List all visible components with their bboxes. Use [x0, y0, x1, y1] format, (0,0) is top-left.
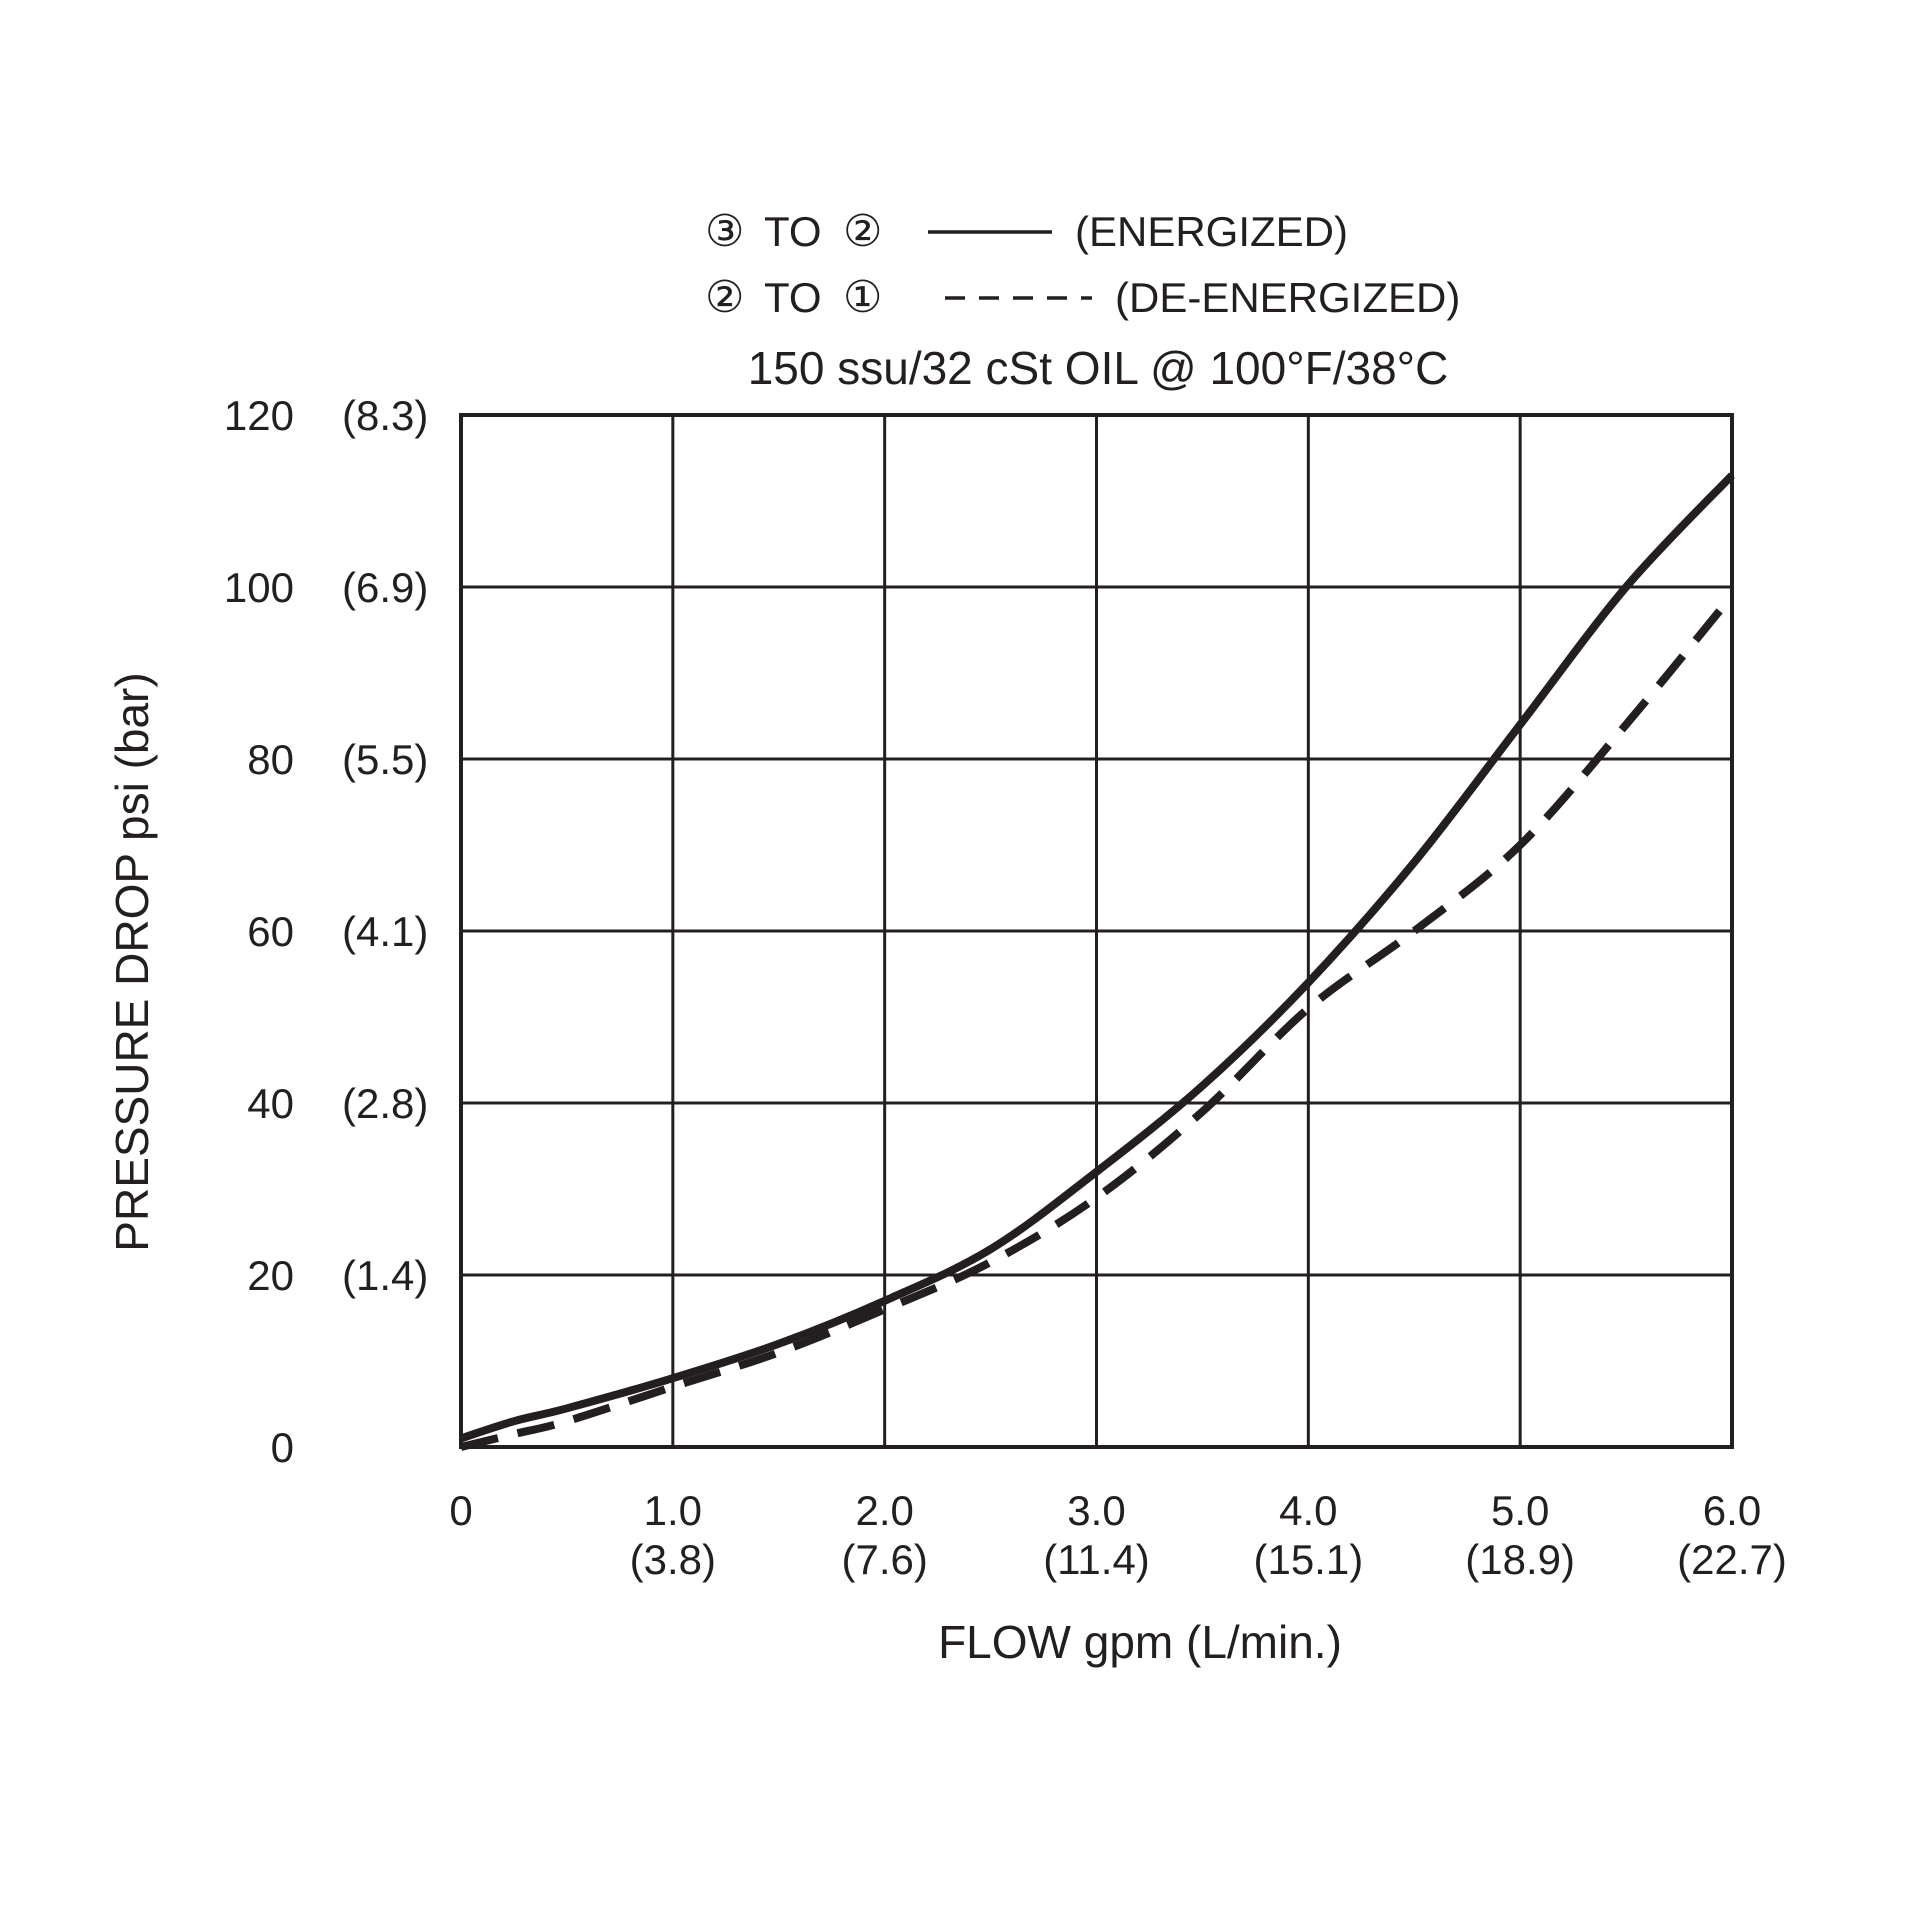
series-line-energized [459, 472, 1735, 1443]
x-tick-label: 3.0 [1067, 1487, 1125, 1534]
x-tick-label: 4.0 [1279, 1487, 1337, 1534]
x-tick-label: 1.0 [644, 1487, 702, 1534]
y-axis-title: PRESSURE DROP psi (bar) [106, 672, 158, 1251]
y-tick-sublabel: (1.4) [342, 1252, 428, 1299]
y-tick-sublabel: (6.9) [342, 564, 428, 611]
legend-energized-from: ③ [705, 207, 744, 256]
y-tick-sublabel: (2.8) [342, 1080, 428, 1127]
y-tick-label: 80 [247, 736, 294, 783]
x-tick-sublabel: (18.9) [1465, 1536, 1575, 1583]
legend-de-energized-to-word: TO [764, 274, 822, 321]
legend-de-energized-to: ① [843, 273, 882, 322]
series [459, 472, 1736, 1451]
legend-de-energized-label: (DE-ENERGIZED) [1115, 274, 1460, 321]
x-tick-label: 5.0 [1491, 1487, 1549, 1534]
y-tick-label: 20 [247, 1252, 294, 1299]
x-axis-ticks: 0 1.0(3.8) 2.0(7.6) 3.0(11.4) 4.0(15.1) 5.0(1… [449, 1487, 1787, 1583]
legend-entry-de-energized: ② TO ① (DE-ENERGIZED) [705, 273, 1460, 322]
y-tick-label: 120 [224, 392, 294, 439]
x-tick-sublabel: (15.1) [1253, 1536, 1363, 1583]
x-tick-label: 0 [449, 1487, 472, 1534]
y-tick-sublabel: (8.3) [342, 392, 428, 439]
x-tick-sublabel: (7.6) [841, 1536, 927, 1583]
legend: ③ TO ② (ENERGIZED) ② TO ① (DE-ENERGIZED) [705, 207, 1460, 322]
y-tick-label: 60 [247, 908, 294, 955]
grid [461, 415, 1732, 1447]
chart-subtitle: 150 ssu/32 cSt OIL @ 100°F/38°C [748, 342, 1449, 394]
legend-de-energized-from: ② [705, 273, 744, 322]
x-axis-title: FLOW gpm (L/min.) [938, 1616, 1342, 1668]
x-tick-label: 2.0 [855, 1487, 913, 1534]
y-tick-label: 40 [247, 1080, 294, 1127]
y-tick-sublabel: (4.1) [342, 908, 428, 955]
x-tick-sublabel: (22.7) [1677, 1536, 1787, 1583]
y-tick-label: 0 [271, 1424, 294, 1471]
legend-energized-to-word: TO [764, 208, 822, 255]
legend-energized-label: (ENERGIZED) [1075, 208, 1348, 255]
y-tick-sublabel: (5.5) [342, 736, 428, 783]
series-line-de-energized [460, 593, 1736, 1451]
legend-entry-energized: ③ TO ② (ENERGIZED) [705, 207, 1348, 256]
y-axis-ticks: 0 20 (1.4) 40 (2.8) 60 (4.1) 80 (5.5) 100 (6.9) 120… [224, 392, 428, 1471]
plot-frame [459, 413, 1734, 1449]
y-tick-label: 100 [224, 564, 294, 611]
x-tick-label: 6.0 [1703, 1487, 1761, 1534]
x-tick-sublabel: (11.4) [1043, 1536, 1150, 1583]
x-tick-sublabel: (3.8) [630, 1536, 716, 1583]
legend-energized-to: ② [843, 207, 882, 256]
